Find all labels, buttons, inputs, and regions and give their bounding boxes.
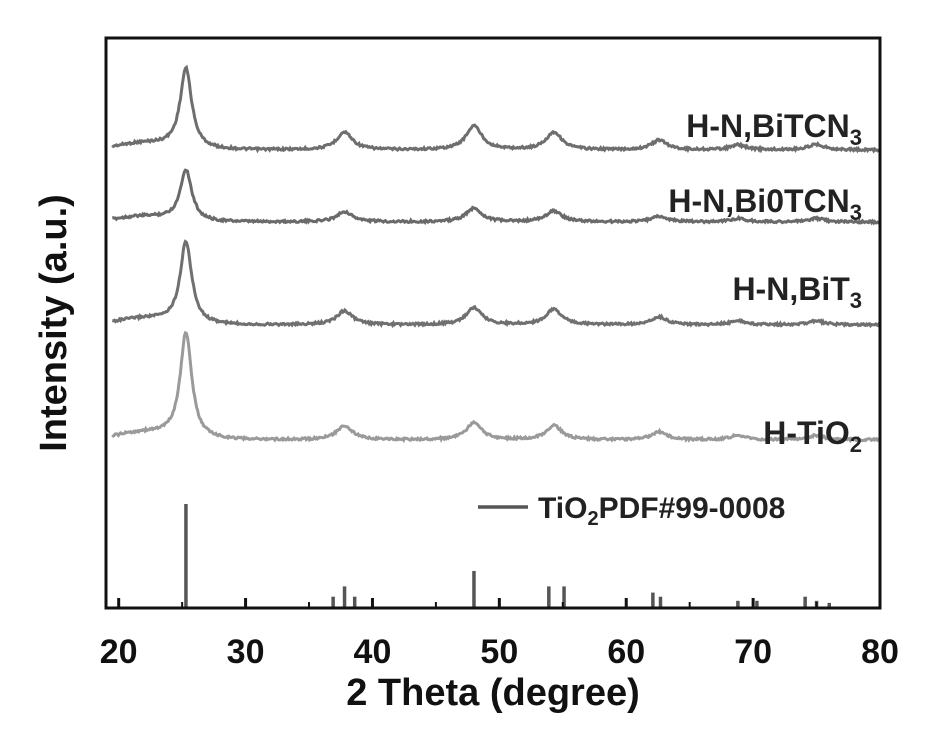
x-tick-label: 80 — [861, 633, 899, 671]
x-tick-label: 20 — [100, 633, 138, 671]
series-labels-group: H-N,BiTCN3 H-N,Bi0TCN3 H-N,BiT3 H-TiO2 TiO2P… — [478, 108, 862, 530]
x-axis-title: 2 Theta (degree) — [346, 672, 640, 714]
x-tick-label: 70 — [734, 633, 772, 671]
x-tick-label: 30 — [227, 633, 265, 671]
x-tick-label: 60 — [607, 633, 645, 671]
series-label: H-N,BiTCN3 — [686, 108, 862, 150]
x-tick-label: 50 — [480, 633, 518, 671]
x-tick-label: 40 — [354, 633, 392, 671]
y-axis-title: Intensity (a.u.) — [33, 194, 75, 452]
series-label: H-N,BiT3 — [732, 271, 862, 313]
series-label: H-TiO2 — [763, 415, 862, 457]
reference-legend-label: TiO2PDF#99-0008 — [538, 492, 785, 530]
series-label: H-N,Bi0TCN3 — [668, 183, 862, 225]
